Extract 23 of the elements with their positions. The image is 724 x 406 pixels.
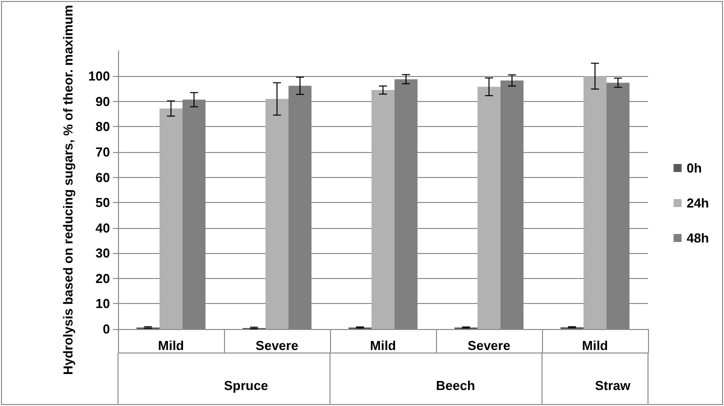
y-tick-label: 30 bbox=[96, 246, 110, 261]
x-tick-label: Severe bbox=[468, 338, 510, 353]
text: Spruce bbox=[224, 378, 268, 393]
y-tick-label: 60 bbox=[96, 170, 110, 185]
y-tick-label: 70 bbox=[96, 144, 110, 160]
x-tick-label: Mild bbox=[370, 338, 396, 353]
x-tick-label: Severe bbox=[256, 338, 298, 353]
y-axis-title: Hydrolysis based on reducing sugars, % of theor. maximum bbox=[60, 5, 76, 375]
y-tick-label: 90 bbox=[96, 94, 110, 109]
x-tick-label: Mild bbox=[582, 338, 608, 353]
y-tick-label: 20 bbox=[96, 270, 110, 286]
y-tick-label: 0 bbox=[102, 322, 110, 336]
text: Straw bbox=[594, 378, 632, 393]
legend-label: 0h bbox=[686, 160, 702, 176]
legend-label: 24h bbox=[686, 196, 710, 210]
y-tick-label: 100 bbox=[88, 68, 110, 84]
y-tick-label: 40 bbox=[96, 220, 110, 236]
x-tick-label: Mild bbox=[158, 338, 184, 353]
y-tick-label: 80 bbox=[96, 119, 110, 134]
y-tick-label: 10 bbox=[96, 296, 110, 312]
y-tick-label: 50 bbox=[96, 195, 110, 210]
legend-label: 48h bbox=[686, 230, 710, 246]
text: Beech bbox=[436, 378, 476, 393]
